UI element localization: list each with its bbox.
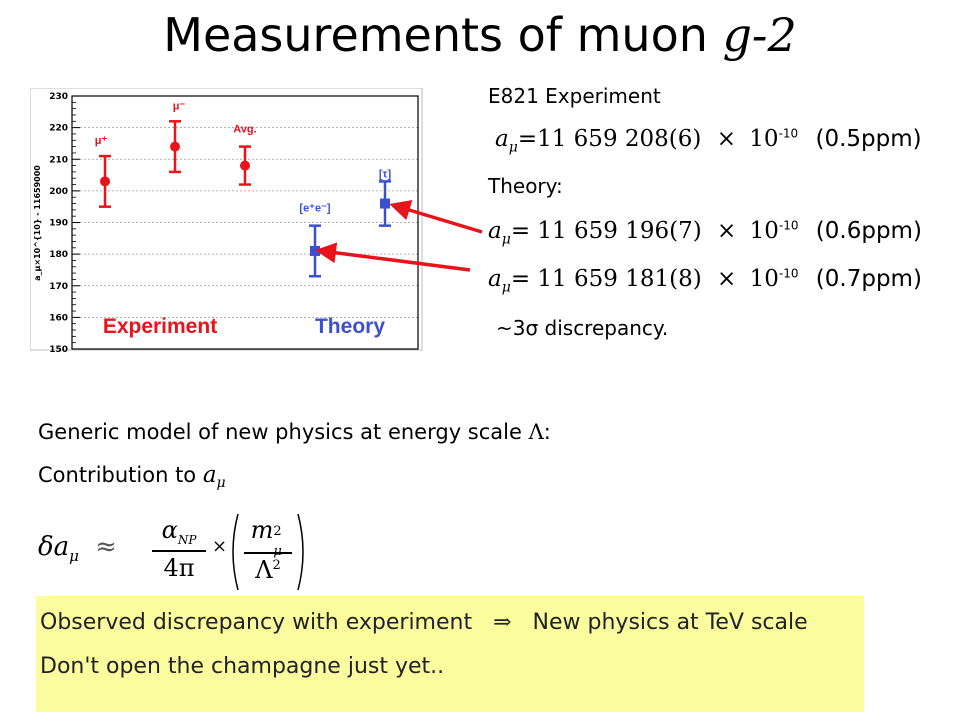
- exp-sub: μ: [508, 139, 518, 156]
- th1-base: 10: [749, 218, 779, 244]
- formula-denom: 4π: [163, 554, 195, 582]
- chart-point-label: Avg.: [233, 124, 256, 136]
- th2-eq: = 11 659 181(8): [510, 266, 702, 292]
- chart-y-axis-label: a_μ×10^{10} - 11659000: [33, 165, 42, 281]
- chart-point: [170, 141, 180, 152]
- chart-point-label: μ⁻: [173, 100, 186, 112]
- conclusion-highlight-box: [36, 596, 864, 712]
- contribution-sub: μ: [216, 475, 226, 492]
- chart-y-tick-label: 170: [49, 282, 68, 292]
- th1-exp: -10: [778, 218, 799, 233]
- chart-point: [240, 160, 250, 171]
- conclusion-line-2: Don't open the champagne just yet..: [40, 654, 444, 679]
- chart-point: [380, 198, 390, 209]
- chart-y-tick-label: 220: [49, 124, 68, 134]
- formula-alpha-sub: NP: [177, 532, 197, 547]
- formula-delta-sub: μ: [69, 547, 79, 566]
- formula-m-sup: 2: [273, 524, 282, 539]
- theory-heading-text: Theory:: [488, 174, 563, 198]
- formula-lhs: δaμ ≈: [38, 532, 117, 565]
- conclusion-right: New physics at TeV scale: [532, 610, 808, 635]
- generic-model-line: Generic model of new physics at energy s…: [38, 420, 551, 444]
- theory-value-1: aμ= 11 659 196(7) × 10-10 (0.6ppm): [488, 218, 922, 248]
- formula-frac2-den: Λ2: [242, 556, 294, 584]
- chart-point: [100, 176, 110, 187]
- exp-eq: =11 659 208(6): [517, 126, 702, 152]
- th1-ppm: (0.6ppm): [815, 218, 922, 244]
- formula-m: m: [250, 516, 274, 544]
- conclusion-left: Observed discrepancy with experiment: [40, 610, 473, 635]
- conclusion-line-1: Observed discrepancy with experiment ⇒ N…: [40, 610, 808, 635]
- discrepancy-text: ~3σ discrepancy.: [496, 316, 668, 340]
- formula-times: ×: [212, 536, 227, 557]
- th2-base: 10: [749, 266, 779, 292]
- th1-times: ×: [717, 218, 737, 244]
- th2-ppm: (0.7ppm): [815, 266, 922, 292]
- generic-model-end: :: [543, 420, 551, 444]
- formula-delta: δa: [38, 532, 70, 562]
- experiment-heading: E821 Experiment: [488, 84, 661, 108]
- slide-title: Measurements of muon g-2: [0, 8, 960, 62]
- chart-y-tick-label: 230: [49, 92, 68, 102]
- formula-parentheses: [232, 513, 304, 591]
- chart-point-label: [e⁺e⁻]: [299, 203, 331, 215]
- g2-measurement-chart: 150 160 170 180 190 200 210 220 230 a_μ×10^{10} …: [30, 88, 423, 355]
- slide-title-math: g-2: [722, 8, 797, 62]
- th2-symbol: a: [488, 266, 502, 292]
- contribution-line: Contribution to aμ: [38, 462, 226, 491]
- contribution-formula: δaμ ≈ αNP 4π × m2μ Λ2: [38, 510, 304, 594]
- th2-times: ×: [717, 266, 737, 292]
- slide-title-text: Measurements of muon: [163, 8, 723, 62]
- th1-eq: = 11 659 196(7): [510, 218, 702, 244]
- exp-times: ×: [716, 126, 736, 152]
- chart-y-tick-label: 200: [49, 187, 68, 197]
- th1-sub: μ: [501, 231, 511, 248]
- formula-lambda: Λ: [255, 556, 273, 584]
- formula-frac1-num: αNP: [150, 516, 208, 547]
- exp-base: 10: [749, 126, 779, 152]
- contribution-text: Contribution to: [38, 463, 203, 487]
- th2-sub: μ: [501, 279, 511, 296]
- experiment-heading-text: E821 Experiment: [488, 84, 661, 108]
- chart-point-label: μ⁺: [95, 135, 108, 147]
- chart-group-label-theory: Theory: [315, 315, 385, 338]
- formula-frac2-bar: [244, 552, 292, 554]
- chart-y-tick-label: 190: [49, 219, 68, 229]
- th1-symbol: a: [488, 218, 502, 244]
- exp-symbol: a: [495, 126, 509, 152]
- formula-lambda-sup: 2: [272, 558, 281, 573]
- chart-frame-outer: [30, 88, 423, 351]
- conclusion-caution: Don't open the champagne just yet..: [40, 654, 445, 679]
- formula-frac2-num: m2 μ: [242, 516, 294, 559]
- formula-approx: ≈: [95, 532, 117, 562]
- chart-y-tick-label: 180: [49, 250, 68, 260]
- generic-model-text: Generic model of new physics at energy s…: [38, 420, 529, 444]
- contribution-symbol: a: [202, 462, 217, 488]
- formula-frac1-bar: [152, 550, 206, 552]
- formula-m-sub: μ: [273, 544, 281, 559]
- chart-y-tick-label: 210: [49, 155, 68, 165]
- theory-value-2: aμ= 11 659 181(8) × 10-10 (0.7ppm): [488, 266, 922, 296]
- th2-exp: -10: [778, 266, 799, 281]
- experiment-value: aμ=11 659 208(6) × 10-10 (0.5ppm): [495, 126, 922, 156]
- formula-alpha: α: [161, 516, 178, 544]
- chart-point-label: [τ]: [379, 168, 392, 180]
- generic-model-symbol: Λ: [528, 420, 544, 444]
- chart-group-label-experiment: Experiment: [103, 315, 217, 338]
- implies-arrow-icon: ⇒: [493, 610, 512, 635]
- formula-frac1-den: 4π: [150, 554, 208, 582]
- chart-point: [310, 245, 320, 256]
- chart-y-tick-label: 160: [49, 313, 68, 323]
- theory-heading: Theory:: [488, 174, 563, 198]
- exp-ppm: (0.5ppm): [815, 126, 922, 152]
- chart-y-tick-label: 150: [49, 345, 68, 355]
- exp-exp: -10: [778, 126, 799, 141]
- discrepancy-label: ~3σ discrepancy.: [496, 316, 669, 340]
- formula-times-symbol: ×: [212, 536, 228, 557]
